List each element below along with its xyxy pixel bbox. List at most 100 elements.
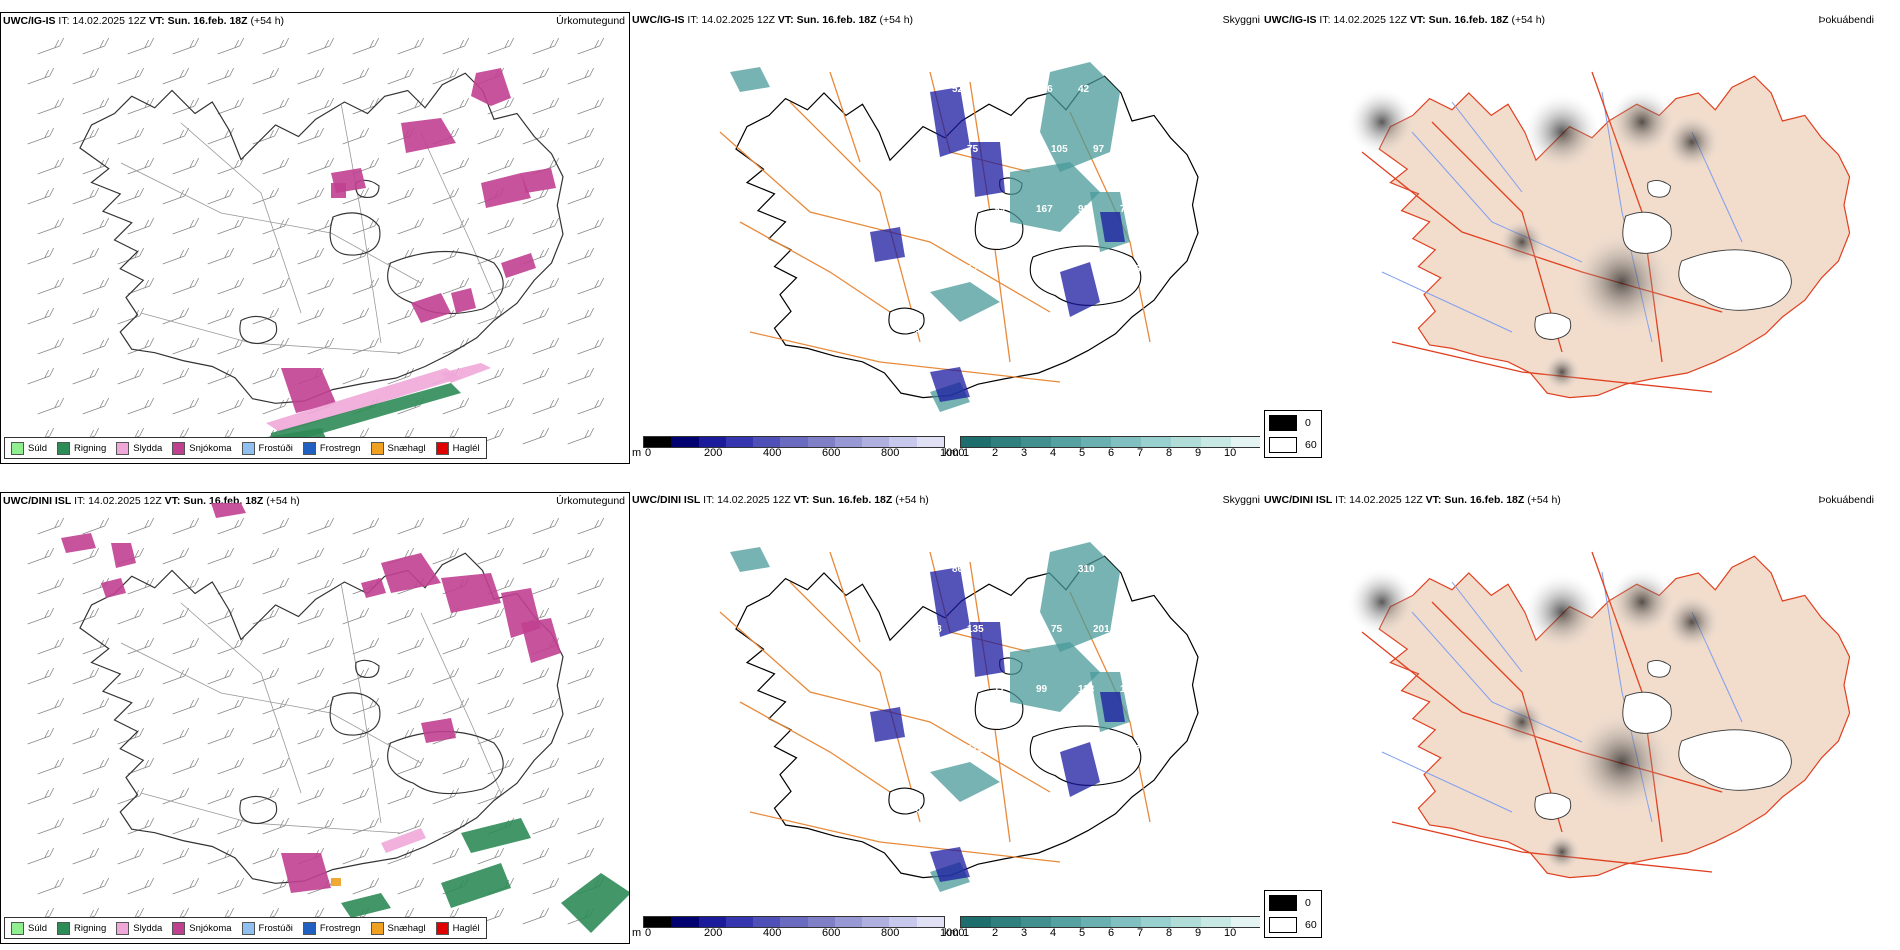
visibility-tick: 7 <box>1137 447 1144 459</box>
road-network <box>120 582 504 834</box>
visibility-tick: 1 <box>963 927 970 939</box>
visibility-tick: 10 <box>1224 927 1237 939</box>
visibility-label: 98 <box>1135 144 1147 155</box>
visibility-label: 52 <box>952 84 964 95</box>
colorbar-segment <box>1171 917 1201 927</box>
colorbar-segment <box>807 917 835 927</box>
low-visibility-areas <box>730 62 1130 412</box>
panel-title: Þokuábendi <box>1818 14 1874 26</box>
visibility-label: 105 <box>1051 144 1068 155</box>
fog-legend-bottom: 0 60 <box>1264 890 1322 938</box>
precip-legend: Súld Rigning Slydda Snjókoma Frostúði Frostre… <box>4 917 487 939</box>
visibility-label: 10 <box>925 744 937 755</box>
fog-intensity <box>1347 567 1792 872</box>
legend-swatch <box>172 921 186 935</box>
colorbar-segment <box>889 437 917 447</box>
visibility-label: 97 <box>1093 144 1105 155</box>
visibility-label: 41 <box>910 324 922 335</box>
cloud-base-unit: m <box>632 447 642 459</box>
visibility-label: 77 <box>1009 264 1021 275</box>
legend-item: Frostregn <box>302 921 361 935</box>
colorbar-segment <box>725 437 754 447</box>
colorbar-segment <box>1171 437 1201 447</box>
road-network <box>120 102 504 354</box>
visibility-tick: 8 <box>1166 927 1173 939</box>
colorbar-segment <box>991 437 1021 447</box>
legend-item: Súld <box>11 921 47 935</box>
iceland-outline <box>79 72 564 404</box>
legend-swatch <box>435 441 449 455</box>
colorbar-segment <box>889 917 917 927</box>
legend-swatch-0 <box>1269 415 1297 431</box>
fog-map <box>1347 551 1851 879</box>
visibility-label: 111 <box>952 804 968 815</box>
legend-swatch <box>57 441 71 455</box>
visibility-label: 10 <box>1051 264 1063 275</box>
visibility-label: 77 <box>1009 144 1021 155</box>
legend-item: Snæhagl <box>370 441 426 455</box>
cloud-base-tick: 200 <box>704 447 723 459</box>
visibility-label: 188 <box>925 624 942 635</box>
visibility-tick: 8 <box>1166 447 1173 459</box>
legend-swatch <box>370 921 384 935</box>
visibility-label: 91 <box>1078 204 1090 215</box>
panel-title: Skyggni <box>1222 494 1260 506</box>
wind-barbs <box>27 517 605 925</box>
visibility-label: 99 <box>994 204 1006 215</box>
panel-title: Úrkomutegund <box>556 15 625 27</box>
legend-swatch <box>116 921 130 935</box>
visibility-tick: 2 <box>992 447 999 459</box>
colorbar-segment <box>1051 437 1081 447</box>
cloud-base-tick: 1000 <box>940 447 965 459</box>
legend-swatch <box>435 921 449 935</box>
visibility-label: 78 <box>910 804 922 815</box>
visibility-label: 77 <box>994 684 1006 695</box>
legend-swatch <box>11 921 24 935</box>
colorbar-segment <box>1021 917 1051 927</box>
visibility-label: 268 <box>994 84 1011 95</box>
legend-item: Slydda <box>116 921 162 935</box>
cloud-base-tick: 0 <box>645 927 652 939</box>
visibility-tick: 3 <box>1021 447 1028 459</box>
legend-item: Snjókoma <box>172 921 232 935</box>
legend-item: Frostúði <box>241 921 293 935</box>
colorbar-segment <box>753 437 781 447</box>
panel-header: UWC/DINI ISL IT: 14.02.2025 12Z VT: Sun.… <box>632 494 929 506</box>
colorbar-segment <box>1231 917 1260 927</box>
visibility-tick: 6 <box>1108 927 1115 939</box>
visibility-tick: 2 <box>992 927 999 939</box>
visibility-map: 70 86 82 37 310 895 188 135 139 75 201 206 94 73 77 99 1… <box>719 542 1199 892</box>
legend-swatch-60 <box>1269 437 1297 453</box>
cloud-base-tick: 0 <box>645 447 652 459</box>
iceland-outline <box>79 552 564 884</box>
visibility-label: 77 <box>1120 204 1132 215</box>
visibility-label: 155 <box>925 264 942 275</box>
colorbar-segment <box>1141 917 1171 927</box>
visibility-label: 86 <box>952 564 964 575</box>
panel-header: UWC/IG-IS IT: 14.02.2025 12Z VT: Sun. 16… <box>632 14 914 26</box>
colorbar-segment <box>916 437 944 447</box>
legend-swatch <box>241 441 255 455</box>
visibility-tick: 3 <box>1021 927 1028 939</box>
cloud-base-tick: 600 <box>822 447 841 459</box>
visibility-label: 99 <box>1036 684 1048 695</box>
visibility-label: 70 <box>910 564 922 575</box>
visibility-tick: 4 <box>1050 447 1057 459</box>
cloud-base-colorbar <box>643 916 945 928</box>
visibility-label: 206 <box>1135 624 1152 635</box>
colorbar-segment <box>834 437 863 447</box>
visibility-label: 10 <box>1078 804 1090 815</box>
colorbar-segment <box>644 917 672 927</box>
visibility-label: 87 <box>1120 84 1132 95</box>
colorbar-segment <box>961 437 991 447</box>
visibility-label: 139 <box>1009 624 1026 635</box>
cloud-base-tick: 1000 <box>940 927 965 939</box>
legend-item: Frostúði <box>241 441 293 455</box>
colorbar-segment <box>780 437 808 447</box>
panel-header: UWC/DINI ISL IT: 14.02.2025 12Z VT: Sun.… <box>3 495 300 507</box>
visibility-label: 126 <box>952 204 969 215</box>
colorbar-segment <box>698 917 726 927</box>
fog-indicator-panel-bottom: UWC/DINI ISL IT: 14.02.2025 12Z VT: Sun.… <box>1262 492 1892 950</box>
colorbar-segment <box>1051 917 1081 927</box>
legend-swatch-0 <box>1269 895 1297 911</box>
